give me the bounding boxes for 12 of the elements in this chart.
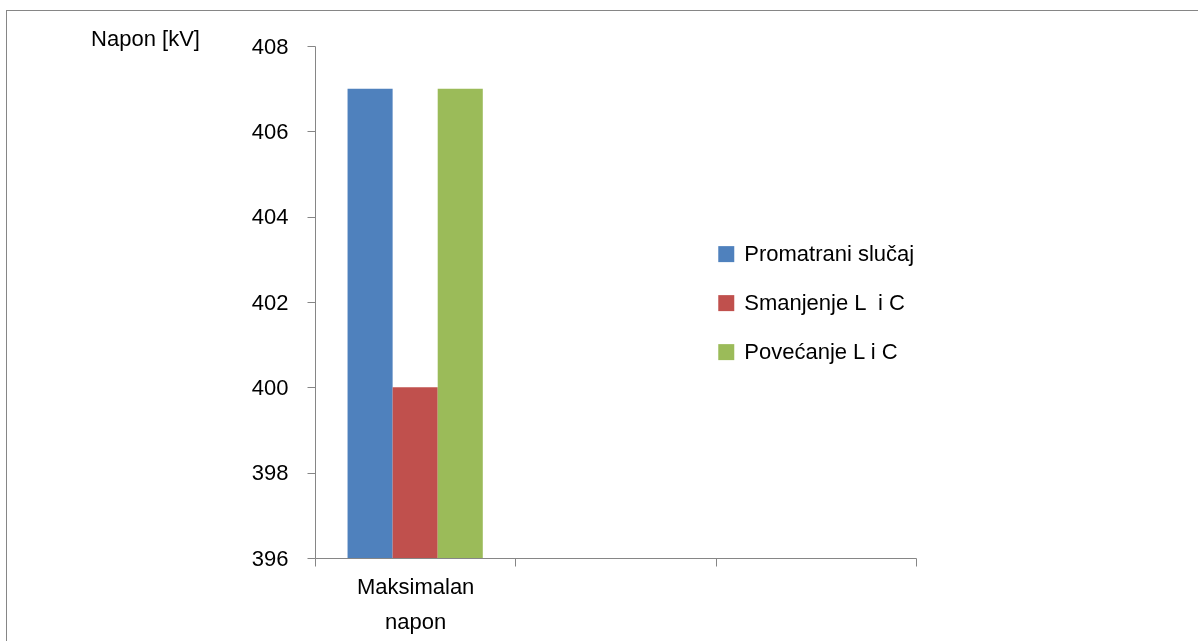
y-tick-label: 408 (251, 33, 289, 59)
y-tick-label: 402 (251, 289, 289, 315)
y-tick-label: 406 (251, 118, 289, 144)
legend-label: Promatrani slučaj (744, 241, 915, 267)
y-tick-label: 396 (251, 545, 289, 571)
y-tick-label: 400 (251, 374, 289, 400)
legend-label: Povećanje L i C (744, 339, 898, 365)
y-axis-title: Napon [kV] (91, 25, 200, 51)
y-tick-label: 404 (251, 204, 289, 230)
y-tick-label: 398 (251, 460, 289, 486)
legend-label: Smanjenje L i C (744, 290, 905, 316)
x-tick-label: Maksimalan napon (356, 573, 475, 634)
